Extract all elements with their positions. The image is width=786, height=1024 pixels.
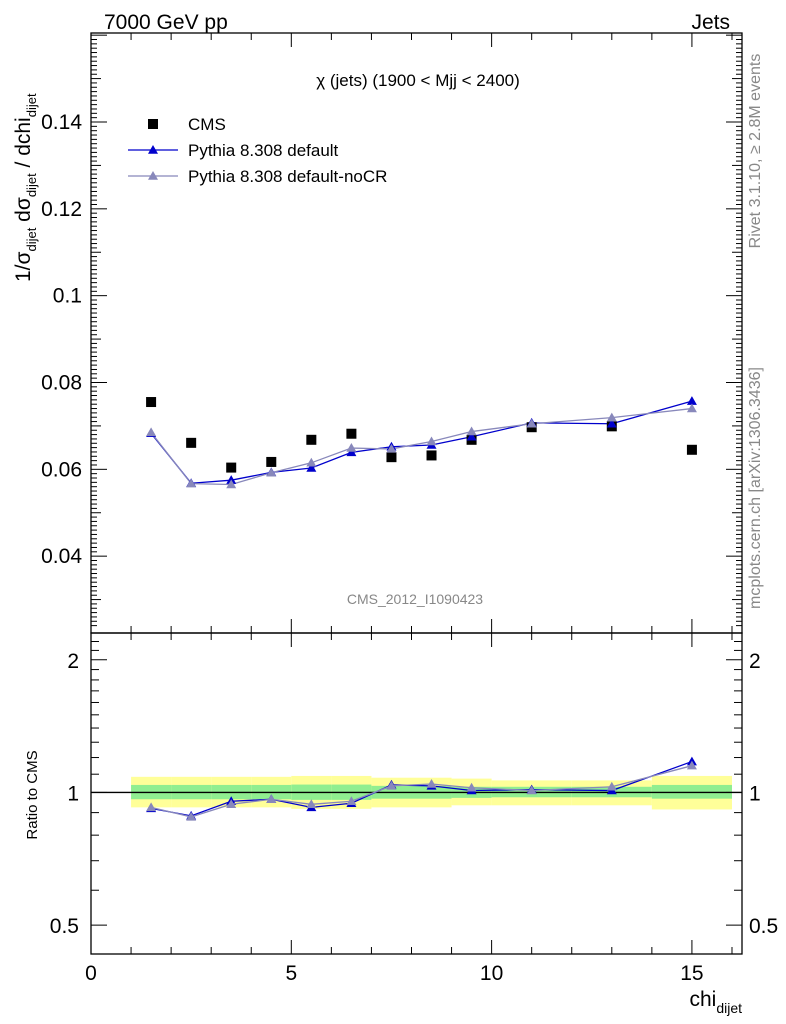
y-tick-label-3: 0.1 xyxy=(53,285,82,308)
data-point-6 xyxy=(386,452,397,463)
main-ylabel: 1/σdijet dσdijet / dchidijet xyxy=(12,93,39,282)
data-point-1 xyxy=(186,437,197,448)
main-point-1-10 xyxy=(606,418,617,428)
main-point-1-8 xyxy=(466,431,477,441)
ratio-point-1-10 xyxy=(606,781,617,791)
ratio-point-1-2 xyxy=(226,799,237,809)
ratio-point-1-6 xyxy=(386,780,397,790)
ratio-point-1-11 xyxy=(686,760,697,770)
ratio-point-1-9 xyxy=(526,785,537,795)
data-point-0 xyxy=(146,397,157,408)
data-point-11 xyxy=(686,444,697,455)
ylabel-sub-b: dijet xyxy=(24,173,39,197)
ratio-y-tick-label-right-2: 2 xyxy=(749,650,761,673)
header-left: 7000 GeV pp xyxy=(104,11,228,34)
data-point-5 xyxy=(346,428,357,439)
ratio-y-tick-label-right-0: 0.5 xyxy=(749,915,778,938)
ylabel-sub-a: dijet xyxy=(24,227,39,251)
x-axis-label-main: chi xyxy=(689,988,716,1011)
ratio-y-tick-label-1: 1 xyxy=(67,782,79,805)
x-tick-label-2: 10 xyxy=(480,962,503,985)
ratio-point-1-7 xyxy=(426,779,437,788)
ratio-y-tick-label-2: 2 xyxy=(67,650,79,673)
y-tick-label-1: 0.06 xyxy=(41,458,82,481)
ratio-ylabel: Ratio to CMS xyxy=(24,750,41,839)
main-point-2-4 xyxy=(306,457,317,467)
main-point-2-2 xyxy=(226,479,237,489)
y-tick-label-4: 0.12 xyxy=(41,198,82,221)
ylabel-part-c: / dchi xyxy=(12,117,35,173)
data-point-4 xyxy=(306,434,317,445)
ratio-point-1-0 xyxy=(146,802,157,812)
header-right: Jets xyxy=(691,11,730,34)
main-point-1-11 xyxy=(686,396,697,405)
ratio-y-tick-label-0: 0.5 xyxy=(50,915,79,938)
ratio-line-1 xyxy=(150,765,693,818)
main-layer xyxy=(146,396,697,489)
x-tick-label-3: 15 xyxy=(680,962,703,985)
x-tick-label-0: 0 xyxy=(85,962,97,985)
axes-layer: 0 5 10 15 0.04 0.06 0.08 0.1 0.12 0.14 0.5 0.5 1 1 2 2 xyxy=(41,32,778,985)
ratio-frame xyxy=(90,632,743,955)
legend-label-1: Pythia 8.308 default xyxy=(188,141,339,160)
y-tick-label-5: 0.14 xyxy=(41,111,82,134)
legend: CMS Pythia 8.308 default Pythia 8.308 defa… xyxy=(128,115,387,186)
data-point-2 xyxy=(226,462,237,473)
ylabel-part-a: 1/σ xyxy=(12,251,35,282)
legend-marker-1 xyxy=(148,145,158,154)
chart-title: χ (jets) (1900 < Mjj < 2400) xyxy=(316,71,520,90)
legend-marker-2 xyxy=(148,171,158,180)
ratio-point-1-3 xyxy=(266,794,277,804)
y-tick-label-0: 0.04 xyxy=(41,545,82,568)
ylabel-part-b: dσ xyxy=(12,197,35,228)
mcplots-label: mcplots.cern.ch [arXiv:1306.3436] xyxy=(747,367,764,609)
main-point-2-0 xyxy=(146,427,157,437)
x-tick-label-1: 5 xyxy=(285,962,297,985)
legend-marker-0 xyxy=(148,119,158,129)
data-point-7 xyxy=(426,450,437,461)
x-axis-label-sub: dijet xyxy=(716,1000,742,1016)
main-point-2-11 xyxy=(686,403,697,413)
main-point-1-4 xyxy=(306,463,317,472)
ratio-y-tick-label-right-1: 1 xyxy=(749,782,761,805)
data-point-3 xyxy=(266,456,277,467)
ylabel-sub-c: dijet xyxy=(24,93,39,117)
ratio-layer xyxy=(91,756,742,821)
main-point-2-8 xyxy=(466,426,477,436)
ratio-point-1-4 xyxy=(306,799,317,809)
main-point-2-5 xyxy=(346,443,357,452)
x-axis-label: chidijet xyxy=(689,988,742,1016)
rivet-label: Rivet 3.1.10, ≥ 2.8M events xyxy=(747,54,764,249)
main-point-2-9 xyxy=(526,418,537,428)
main-line-2 xyxy=(150,407,692,486)
main-point-2-6 xyxy=(386,443,397,453)
main-point-2-1 xyxy=(186,478,197,488)
analysis-watermark: CMS_2012_I1090423 xyxy=(347,591,483,607)
legend-label-0: CMS xyxy=(188,115,226,134)
ratio-point-1-5 xyxy=(346,796,357,806)
main-point-2-7 xyxy=(426,436,437,446)
ratio-point-1-8 xyxy=(466,782,477,792)
ratio-point-1-1 xyxy=(186,811,197,821)
y-tick-label-2: 0.08 xyxy=(41,371,82,394)
main-point-2-10 xyxy=(606,412,617,422)
legend-label-2: Pythia 8.308 default-noCR xyxy=(188,167,387,186)
main-point-2-3 xyxy=(266,467,277,477)
